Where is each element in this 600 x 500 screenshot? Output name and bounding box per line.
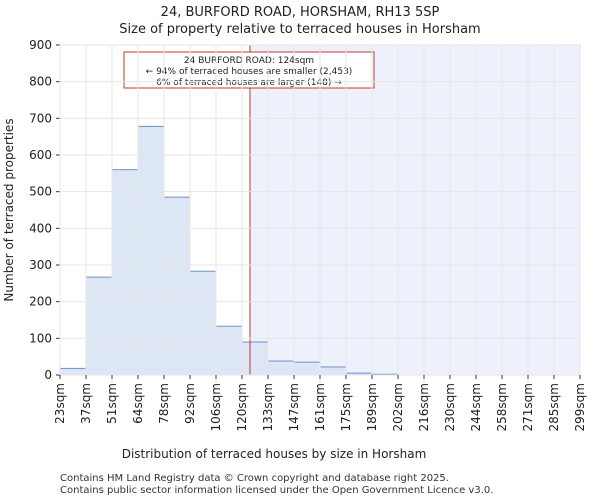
bar-78sqm [163, 196, 191, 376]
x-tick-label: 230sqm [443, 383, 457, 431]
y-tick-label: 900 [29, 38, 52, 52]
x-tick-label: 147sqm [287, 383, 301, 431]
x-tick-label: 161sqm [313, 383, 327, 431]
x-tick-label: 37sqm [79, 383, 93, 424]
bar-51sqm [111, 169, 139, 376]
y-tick-label: 300 [29, 258, 52, 272]
y-axis-label: Number of terraced properties [2, 118, 16, 301]
bar-161sqm [319, 366, 347, 376]
y-tick-label: 200 [29, 295, 52, 309]
x-tick-label: 64sqm [131, 383, 145, 424]
bar-133sqm [267, 360, 295, 376]
larger-properties-region [250, 45, 580, 375]
x-axis-ticks: 23sqm 37sqm 51sqm 64sqm 78sqm 92sqm 106sqm 120s… [53, 375, 587, 431]
annotation-line-3: 6% of terraced houses are larger (148) → [156, 78, 342, 88]
bar-147sqm [293, 361, 321, 376]
annotation-line-2: ← 94% of terraced houses are smaller (2,… [146, 67, 353, 77]
bar-106sqm [215, 325, 243, 376]
x-tick-label: 92sqm [183, 383, 197, 424]
x-tick-label: 202sqm [391, 383, 405, 431]
x-tick-label: 106sqm [209, 383, 223, 431]
x-tick-label: 271sqm [521, 383, 535, 431]
x-tick-label: 285sqm [547, 383, 561, 431]
bar-64sqm [137, 125, 165, 376]
x-tick-label: 175sqm [339, 383, 353, 431]
x-tick-label: 258sqm [495, 383, 509, 431]
x-tick-label: 244sqm [469, 383, 483, 431]
chart-title: 24, BURFORD ROAD, HORSHAM, RH13 5SP [161, 5, 440, 20]
y-tick-label: 400 [29, 221, 52, 235]
y-tick-label: 100 [29, 331, 52, 345]
y-tick-label: 800 [29, 75, 52, 89]
x-tick-label: 299sqm [573, 383, 587, 431]
x-tick-label: 189sqm [365, 383, 379, 431]
x-tick-label: 23sqm [53, 383, 67, 424]
y-axis-ticks: 0 100 200 300 400 500 600 700 800 900 [29, 38, 581, 382]
bar-23sqm [59, 367, 87, 376]
y-tick-label: 600 [29, 148, 52, 162]
annotation-line-1: 24 BURFORD ROAD: 124sqm [184, 56, 314, 66]
bar-37sqm [85, 276, 113, 376]
chart-subtitle: Size of property relative to terraced ho… [119, 22, 480, 37]
y-tick-label: 700 [29, 111, 52, 125]
x-tick-label: 78sqm [157, 383, 171, 424]
y-tick-label: 500 [29, 185, 52, 199]
x-tick-label: 120sqm [235, 383, 249, 431]
x-axis-label: Distribution of terraced houses by size … [122, 447, 427, 461]
x-tick-label: 51sqm [105, 383, 119, 424]
bar-92sqm [189, 270, 217, 376]
bar-120sqm [241, 341, 269, 376]
x-tick-label: 216sqm [417, 383, 431, 431]
y-tick-label: 0 [44, 368, 52, 382]
x-tick-label: 133sqm [261, 383, 275, 431]
annotation-box: 24 BURFORD ROAD: 124sqm ← 94% of terrace… [123, 51, 375, 89]
footer-line-2: Contains public sector information licen… [60, 485, 493, 496]
footer-line-1: Contains HM Land Registry data © Crown c… [60, 473, 449, 484]
